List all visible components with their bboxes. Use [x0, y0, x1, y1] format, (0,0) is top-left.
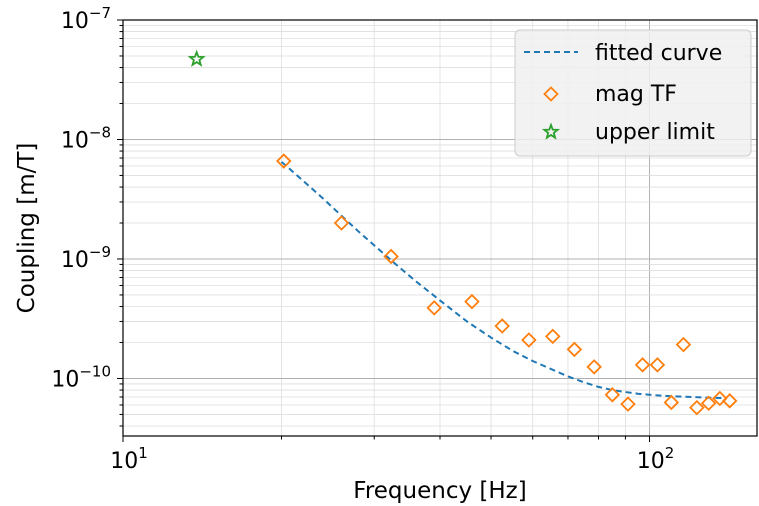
legend-fitted-curve-label: fitted curve	[595, 41, 722, 66]
mag-tf-point	[544, 328, 561, 345]
x-tick-label: 101	[110, 444, 148, 474]
mag-tf-point	[333, 215, 350, 231]
y-tick-label: 10−8	[61, 123, 111, 153]
mag-tf-point	[712, 390, 728, 407]
mag-tf-point	[276, 153, 292, 169]
mag-tf-point	[494, 318, 510, 334]
y-tick-label: 10−10	[51, 362, 111, 392]
x-axis-label: Frequency [Hz]	[353, 478, 526, 504]
mag-tf-point	[700, 395, 717, 412]
y-axis-label: Coupling [m/T]	[14, 143, 40, 314]
mag-tf-point	[721, 393, 738, 409]
y-tick-label: 10−7	[61, 4, 111, 34]
x-tick-label: 102	[637, 444, 675, 474]
upper-limit-point	[187, 49, 206, 67]
mag-tf-point	[675, 336, 692, 353]
mag-tf-point	[604, 387, 621, 403]
mag-tf-point	[586, 359, 602, 375]
mag-tf-point	[689, 399, 705, 416]
mag-tf-point	[634, 357, 651, 373]
mag-tf-point	[649, 357, 666, 373]
fitted-curve-line	[280, 161, 727, 400]
mag-tf-point	[620, 396, 636, 412]
mag-tf-point	[521, 332, 537, 348]
legend-mag-tf-label: mag TF	[595, 82, 677, 107]
mag-tf-point	[464, 293, 480, 310]
mag-tf-point	[566, 341, 583, 358]
y-tick-label: 10−9	[61, 243, 111, 273]
mag-tf-point	[663, 394, 680, 411]
legend-upper-limit-label: upper limit	[595, 120, 715, 145]
series-layer	[187, 49, 738, 416]
axis-ticks: 101 102 10−10 10−9 10−8 10−7	[51, 4, 674, 474]
mag-tf-point	[383, 248, 399, 265]
legend-upper-limit-marker	[541, 122, 561, 140]
legend-mag-tf-marker	[543, 86, 559, 102]
legend-box	[514, 29, 752, 157]
legend: fitted curve mag TF upper limit	[514, 29, 752, 157]
mag-tf-point	[426, 300, 442, 316]
